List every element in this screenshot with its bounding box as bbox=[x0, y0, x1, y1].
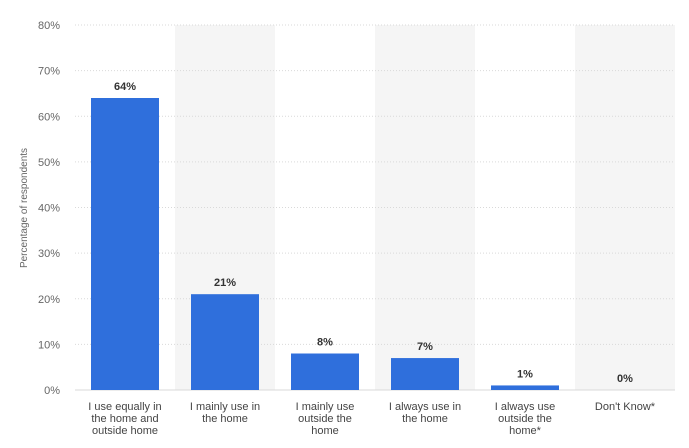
category-label-2: I mainly use outside the home bbox=[296, 401, 355, 437]
bar-4 bbox=[491, 385, 559, 390]
bar-3 bbox=[391, 358, 459, 390]
data-label-5: 0% bbox=[617, 373, 633, 385]
y-tick-label: 40% bbox=[38, 203, 60, 215]
y-tick-label: 70% bbox=[38, 66, 60, 78]
y-tick-label: 20% bbox=[38, 294, 60, 306]
alternating-bands bbox=[175, 25, 675, 390]
bars bbox=[91, 98, 559, 390]
category-labels: I use equally in the home and outside home… bbox=[88, 401, 656, 437]
data-label-2: 8% bbox=[317, 337, 333, 349]
data-label-0: 64% bbox=[114, 81, 136, 93]
category-label-5: Don't Know* bbox=[595, 401, 656, 413]
category-label-1: I mainly use in the home bbox=[190, 401, 260, 425]
category-label-0: I use equally in the home and outside home bbox=[88, 401, 161, 437]
data-labels: 64% 21% 8% 7% 1% 0% bbox=[114, 81, 633, 385]
band-3 bbox=[375, 25, 475, 390]
y-axis-ticks: 0% 10% 20% 30% 40% 50% 60% 70% 80% bbox=[38, 20, 60, 397]
bar-2 bbox=[291, 353, 359, 390]
y-axis-title: Percentage of respondents bbox=[19, 148, 30, 268]
data-label-1: 21% bbox=[214, 277, 236, 289]
y-tick-label: 0% bbox=[44, 385, 60, 397]
gridlines bbox=[75, 24, 675, 391]
y-tick-label: 30% bbox=[38, 248, 60, 260]
category-label-4: I always use outside the home* bbox=[495, 401, 556, 437]
y-tick-label: 60% bbox=[38, 111, 60, 123]
data-label-4: 1% bbox=[517, 368, 533, 380]
y-tick-label: 50% bbox=[38, 157, 60, 169]
category-label-3: I always use in the home bbox=[389, 401, 461, 425]
data-label-3: 7% bbox=[417, 341, 433, 353]
bar-1 bbox=[191, 294, 259, 390]
y-tick-label: 80% bbox=[38, 20, 60, 32]
bar-0 bbox=[91, 98, 159, 390]
y-tick-label: 10% bbox=[38, 339, 60, 351]
